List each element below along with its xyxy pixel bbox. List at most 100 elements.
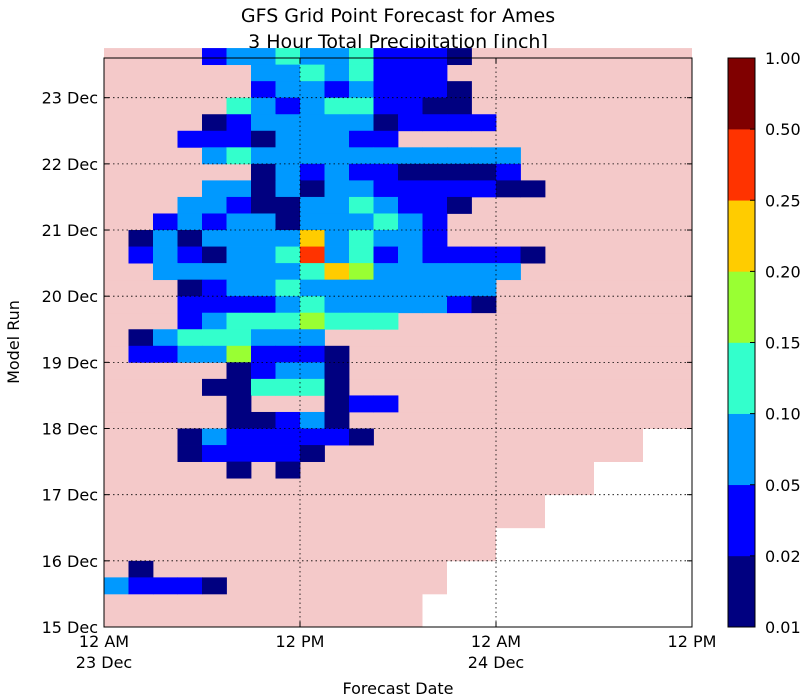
precip-cell bbox=[251, 230, 276, 247]
precip-cell bbox=[300, 378, 325, 396]
precip-cell bbox=[373, 180, 399, 198]
precip-cell bbox=[275, 345, 301, 363]
precip-cell bbox=[275, 428, 301, 446]
precip-cell bbox=[324, 378, 350, 396]
precip-cell bbox=[422, 81, 448, 99]
precip-cell bbox=[398, 163, 423, 181]
precip-cell bbox=[324, 130, 350, 148]
precip-cell bbox=[275, 97, 301, 115]
precip-cell bbox=[226, 395, 252, 413]
precip-cell bbox=[324, 296, 350, 314]
precip-cell bbox=[226, 263, 252, 281]
precip-cell bbox=[177, 345, 203, 363]
precip-cell bbox=[226, 445, 252, 462]
precip-cell bbox=[373, 196, 399, 214]
coverage-row bbox=[104, 494, 545, 512]
colorbar-label: 0.01 bbox=[765, 618, 801, 637]
precip-cell bbox=[422, 279, 448, 297]
precip-cell bbox=[275, 378, 301, 396]
precip-cell bbox=[202, 230, 227, 247]
precip-cell bbox=[275, 114, 301, 132]
precip-cell bbox=[398, 147, 423, 165]
precip-cell bbox=[300, 428, 325, 446]
precip-cell bbox=[349, 246, 374, 264]
precip-cell bbox=[251, 263, 276, 281]
precip-cell bbox=[251, 345, 276, 363]
precip-cell bbox=[471, 263, 497, 281]
precip-cell bbox=[471, 114, 497, 132]
precip-cell bbox=[349, 97, 374, 115]
y-tick-label: 15 Dec bbox=[42, 618, 98, 637]
precip-cell bbox=[422, 296, 448, 314]
chart-title: GFS Grid Point Forecast for Ames bbox=[241, 5, 555, 27]
precip-cell bbox=[177, 263, 203, 281]
precip-cell bbox=[398, 81, 423, 99]
precip-cell bbox=[128, 246, 154, 264]
colorbar-swatch bbox=[728, 271, 755, 343]
precip-cell bbox=[202, 312, 227, 330]
y-tick-label: 23 Dec bbox=[42, 89, 98, 108]
precip-cell bbox=[324, 279, 350, 297]
precip-cell bbox=[177, 230, 203, 247]
precip-cell bbox=[251, 48, 276, 66]
precip-cell bbox=[177, 130, 203, 148]
precip-cell bbox=[251, 312, 276, 330]
precip-cell bbox=[398, 180, 423, 198]
precip-cell bbox=[226, 130, 252, 148]
precip-cell bbox=[324, 312, 350, 330]
precip-cell bbox=[275, 263, 301, 281]
precip-cell bbox=[324, 64, 350, 82]
precip-cell bbox=[251, 378, 276, 396]
precip-cell bbox=[422, 163, 448, 181]
precip-cell bbox=[496, 263, 521, 281]
precip-cell bbox=[300, 230, 325, 247]
precip-cell bbox=[324, 180, 350, 198]
precip-cell bbox=[349, 312, 374, 330]
precip-cell bbox=[251, 147, 276, 165]
precip-cell bbox=[300, 246, 325, 264]
precip-cell bbox=[251, 296, 276, 314]
precip-cell bbox=[349, 296, 374, 314]
precip-cell bbox=[202, 445, 227, 462]
y-axis: 15 Dec 16 Dec 17 Dec 18 Dec 19 Dec 20 Dec 21 D… bbox=[42, 89, 692, 637]
precip-cell bbox=[447, 48, 472, 66]
precip-cell bbox=[251, 114, 276, 132]
precip-cell bbox=[373, 147, 399, 165]
precip-cell bbox=[202, 279, 227, 297]
precip-cell bbox=[128, 577, 154, 595]
precip-cell bbox=[373, 312, 399, 330]
colorbar-label: 0.20 bbox=[765, 262, 801, 281]
y-tick-label: 17 Dec bbox=[42, 486, 98, 505]
precip-cell bbox=[128, 230, 154, 247]
precip-cell bbox=[275, 163, 301, 181]
precip-cell bbox=[324, 48, 350, 66]
precip-cell bbox=[398, 64, 423, 82]
x-axis-label: Forecast Date bbox=[342, 679, 453, 698]
precip-cell bbox=[373, 279, 399, 297]
precip-cell bbox=[226, 196, 252, 214]
precip-cell bbox=[422, 230, 448, 247]
precip-cell bbox=[202, 246, 227, 264]
precip-cell bbox=[275, 196, 301, 214]
precip-cell bbox=[202, 345, 227, 363]
precip-cell bbox=[300, 97, 325, 115]
precip-cell bbox=[300, 163, 325, 181]
precip-cell bbox=[226, 246, 252, 264]
x-tick-label: 12 PM bbox=[276, 632, 325, 651]
precip-cell bbox=[202, 296, 227, 314]
precip-cell bbox=[275, 64, 301, 82]
precip-cell bbox=[373, 230, 399, 247]
colorbar-label: 0.15 bbox=[765, 334, 801, 353]
precip-cell bbox=[177, 577, 203, 595]
precip-cell bbox=[471, 180, 497, 198]
colorbar-swatch bbox=[728, 413, 755, 486]
precip-cell bbox=[275, 362, 301, 380]
precip-cell bbox=[177, 312, 203, 330]
precip-cell bbox=[300, 147, 325, 165]
precip-cell bbox=[447, 97, 472, 115]
precip-cell bbox=[300, 445, 325, 462]
precip-cell bbox=[447, 196, 472, 214]
precip-cell bbox=[202, 428, 227, 446]
precip-cell bbox=[471, 296, 497, 314]
